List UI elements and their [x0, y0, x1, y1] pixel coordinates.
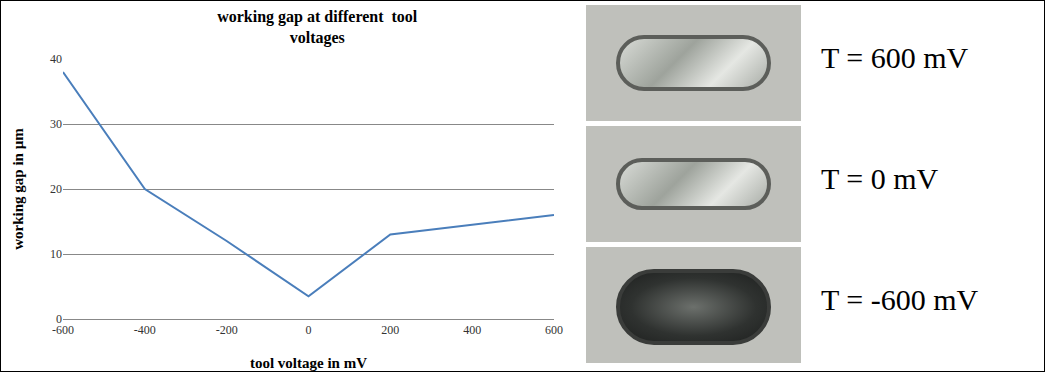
html-text:T = 600 mV: T = 600 mV — [821, 41, 969, 74]
svg-text:0: 0 — [56, 312, 62, 326]
svg-text:working gap in µm: working gap in µm — [10, 128, 26, 250]
svg-text:0: 0 — [306, 323, 312, 337]
svg-text:40: 40 — [50, 52, 62, 66]
svg-text:30: 30 — [50, 117, 62, 131]
svg-text:-400: -400 — [134, 323, 156, 337]
svg-text:working gap at different tool: working gap at different toolvoltages — [217, 8, 418, 47]
svg-text:200: 200 — [381, 323, 399, 337]
svg-text:400: 400 — [463, 323, 481, 337]
svg-text:600: 600 — [545, 323, 563, 337]
svg-text:20: 20 — [50, 182, 62, 196]
svg-text:10: 10 — [50, 247, 62, 261]
svg-text:-600: -600 — [52, 323, 74, 337]
svg-text:tool voltage in mV: tool voltage in mV — [250, 355, 367, 371]
svg-text:-200: -200 — [216, 323, 238, 337]
html-text:T = 0 mV: T = 0 mV — [821, 162, 939, 195]
html-text:T = -600 mV: T = -600 mV — [821, 283, 979, 316]
